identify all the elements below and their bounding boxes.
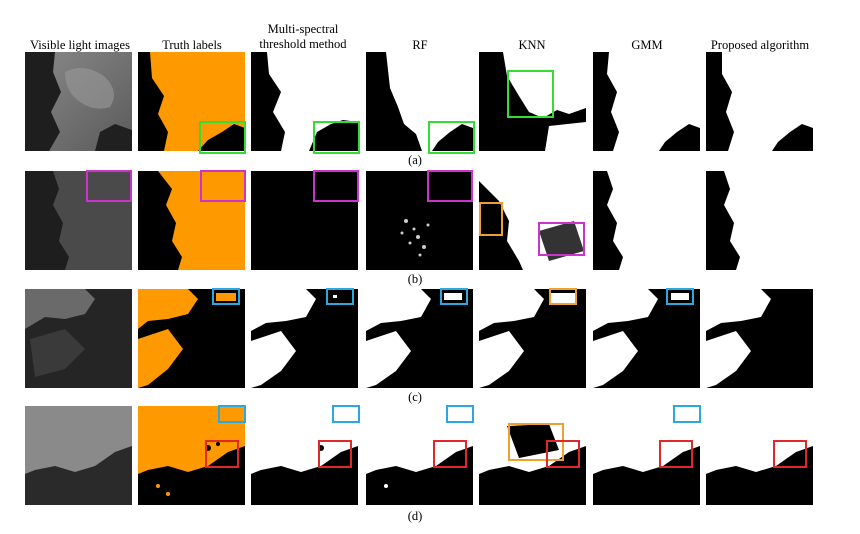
highlight-box-blue [673, 405, 701, 423]
panel-c-proposed-image [706, 289, 813, 388]
col-header-knn: KNN [472, 38, 592, 53]
highlight-box-blue [446, 405, 474, 423]
panel-c-rf-image [366, 289, 473, 388]
panel-d-truth-image [138, 406, 245, 505]
panel-b-threshold-image [251, 171, 358, 270]
panel-d-visible-image [25, 406, 132, 505]
col-header-msthreshold-line1: Multi-spectral [267, 22, 339, 36]
panel-d-rf-image [366, 406, 473, 505]
panel-a-rf-image [366, 52, 473, 151]
panel-c-threshold [251, 289, 358, 388]
panel-a-gmm-image [593, 52, 700, 151]
highlight-box-blue [326, 288, 354, 305]
highlight-box-magenta [86, 170, 132, 202]
panel-c-gmm [593, 289, 700, 388]
panel-c-proposed [706, 289, 813, 388]
panel-c-gmm-image [593, 289, 700, 388]
highlight-box-green [428, 121, 475, 154]
highlight-box-blue [332, 405, 360, 423]
panel-c-truth [138, 289, 245, 388]
panel-d-truth [138, 406, 245, 505]
panel-a-gmm [593, 52, 700, 151]
row-label-b: (b) [407, 272, 423, 286]
col-header-msthreshold: Multi-spectral threshold method [243, 22, 363, 52]
panel-b-rf-image [366, 171, 473, 270]
highlight-box-magenta [313, 170, 359, 202]
panel-b-visible [25, 171, 132, 270]
panel-a-proposed-image [706, 52, 813, 151]
panel-a-rf [366, 52, 473, 151]
col-header-gmm: GMM [587, 38, 707, 53]
col-header-visible-text: Visible light images [30, 38, 130, 52]
panel-b-proposed [706, 171, 813, 270]
col-header-proposed: Proposed algorithm [700, 38, 820, 53]
highlight-box-green [199, 121, 246, 154]
col-header-knn-text: KNN [518, 38, 546, 52]
highlight-box-red [773, 440, 807, 468]
panel-c-truth-image [138, 289, 245, 388]
col-header-rf: RF [360, 38, 480, 53]
panel-a-visible [25, 52, 132, 151]
col-header-rf-text: RF [412, 38, 428, 52]
highlight-box-magenta [538, 222, 585, 256]
highlight-box-green [507, 70, 554, 118]
highlight-box-blue [218, 405, 246, 423]
panel-d-knn [479, 406, 586, 505]
panel-b-truth [138, 171, 245, 270]
panel-a-knn-image [479, 52, 586, 151]
panel-b-truth-image [138, 171, 245, 270]
panel-d-proposed [706, 406, 813, 505]
panel-a-truth [138, 52, 245, 151]
highlight-box-magenta [427, 170, 473, 202]
row-label-d: (d) [407, 509, 423, 523]
panel-c-visible-image [25, 289, 132, 388]
col-header-truth: Truth labels [132, 38, 252, 53]
highlight-box-red [205, 440, 239, 468]
panel-b-proposed-image [706, 171, 813, 270]
highlight-box-red [546, 440, 580, 468]
panel-a-visible-image [25, 52, 132, 151]
col-header-msthreshold-line2: threshold method [259, 37, 347, 51]
row-label-c: (c) [408, 390, 422, 404]
highlight-box-magenta [200, 170, 246, 202]
highlight-box-red [659, 440, 693, 468]
col-header-visible: Visible light images [20, 38, 140, 53]
panel-c-rf [366, 289, 473, 388]
panel-a-threshold-image [251, 52, 358, 151]
highlight-box-orange [508, 423, 564, 461]
panel-a-proposed [706, 52, 813, 151]
highlight-box-orange [479, 202, 503, 236]
panel-b-gmm [593, 171, 700, 270]
panel-b-visible-image [25, 171, 132, 270]
col-header-truth-text: Truth labels [162, 38, 222, 52]
highlight-box-red [433, 440, 467, 468]
panel-b-gmm-image [593, 171, 700, 270]
highlight-box-orange [549, 288, 577, 305]
highlight-box-blue [666, 288, 694, 305]
panel-a-truth-image [138, 52, 245, 151]
col-header-proposed-text: Proposed algorithm [710, 38, 810, 52]
panel-c-threshold-image [251, 289, 358, 388]
highlight-box-blue [440, 288, 468, 305]
panel-d-rf [366, 406, 473, 505]
panel-c-visible [25, 289, 132, 388]
panel-d-visible [25, 406, 132, 505]
highlight-box-red [318, 440, 352, 468]
col-header-gmm-text: GMM [631, 38, 663, 52]
panel-c-knn-image [479, 289, 586, 388]
panel-a-knn [479, 52, 586, 151]
panel-a-threshold [251, 52, 358, 151]
highlight-box-green [313, 121, 360, 154]
panel-d-proposed-image [706, 406, 813, 505]
panel-b-rf [366, 171, 473, 270]
highlight-box-blue [212, 288, 240, 305]
panel-c-knn [479, 289, 586, 388]
row-label-a: (a) [408, 153, 422, 167]
panel-d-knn-image [479, 406, 586, 505]
panel-b-threshold [251, 171, 358, 270]
